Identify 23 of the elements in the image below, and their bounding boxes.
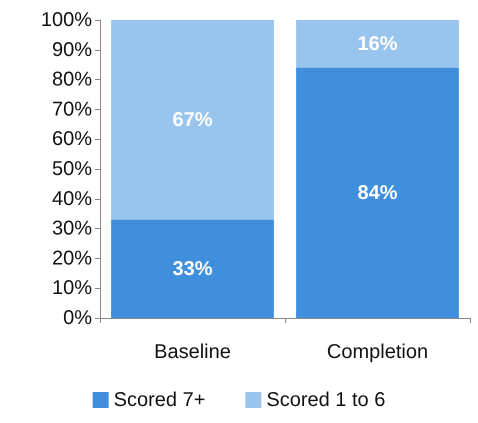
- data-label: 67%: [172, 108, 213, 131]
- y-tick-label: 80%: [52, 68, 92, 91]
- bar: [111, 20, 274, 220]
- y-tick-label: 20%: [52, 247, 92, 270]
- bar: [111, 220, 274, 318]
- x-tick-label: Baseline: [154, 341, 231, 363]
- y-tick-label: 30%: [52, 218, 92, 240]
- legend-label: Scored 1 to 6: [266, 389, 386, 411]
- x-tick-label: Completion: [326, 341, 428, 363]
- y-tick-label: 90%: [52, 38, 92, 61]
- y-tick-label: 50%: [52, 158, 92, 180]
- y-tick-label: 10%: [52, 277, 92, 300]
- y-tick-label: 100%: [40, 9, 92, 31]
- data-label: 84%: [357, 182, 398, 204]
- bar: [296, 20, 459, 68]
- data-label: 16%: [357, 32, 398, 55]
- y-tick-label: 70%: [52, 98, 92, 120]
- bar: [296, 68, 459, 318]
- legend-label: Scored 7+: [114, 389, 206, 411]
- y-tick-label: 60%: [52, 128, 92, 150]
- y-tick-label: 40%: [52, 188, 92, 210]
- data-label: 33%: [172, 258, 213, 280]
- y-tick-label: 0%: [63, 307, 92, 329]
